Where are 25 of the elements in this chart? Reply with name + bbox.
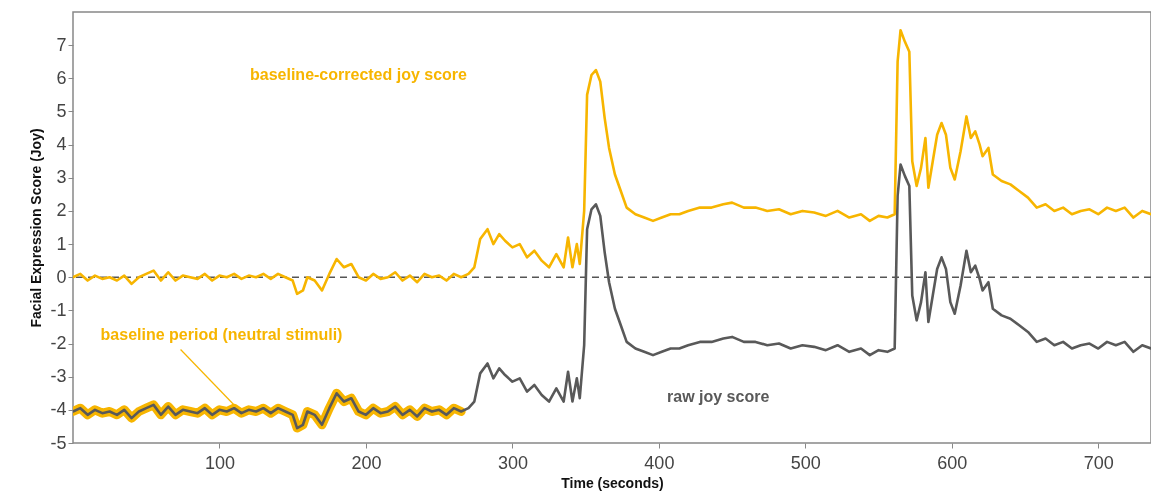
y-tick-label: 0 <box>56 266 67 287</box>
y-tick-label: 6 <box>56 67 67 88</box>
x-tick-label: 100 <box>204 452 235 473</box>
y-tick-label: -1 <box>50 299 67 320</box>
y-tick-label: 3 <box>56 167 67 188</box>
y-tick-label: -5 <box>50 432 67 453</box>
y-tick-label: -4 <box>50 399 67 420</box>
y-tick-label: 4 <box>56 134 67 155</box>
x-tick-label: 700 <box>1083 452 1114 473</box>
annotation: baseline period (neutral stimuli) <box>100 325 343 343</box>
y-tick-label: 1 <box>56 233 67 254</box>
y-tick-label: -3 <box>50 366 67 387</box>
x-tick-label: 600 <box>937 452 968 473</box>
y-tick-label: 7 <box>56 34 67 55</box>
y-tick-label: -2 <box>50 333 67 354</box>
annotation: raw joy score <box>667 388 770 405</box>
x-tick-label: 500 <box>790 452 821 473</box>
y-tick-label: 2 <box>56 200 67 221</box>
y-tick-label: 5 <box>56 100 67 121</box>
x-tick-label: 200 <box>351 452 382 473</box>
x-tick-label: 300 <box>497 452 528 473</box>
x-axis-title: Time (seconds) <box>561 474 664 491</box>
annotation: baseline-corrected joy score <box>250 66 468 83</box>
x-tick-label: 400 <box>644 452 675 473</box>
y-axis-title: Facial Expression Score (Joy) <box>28 128 45 328</box>
